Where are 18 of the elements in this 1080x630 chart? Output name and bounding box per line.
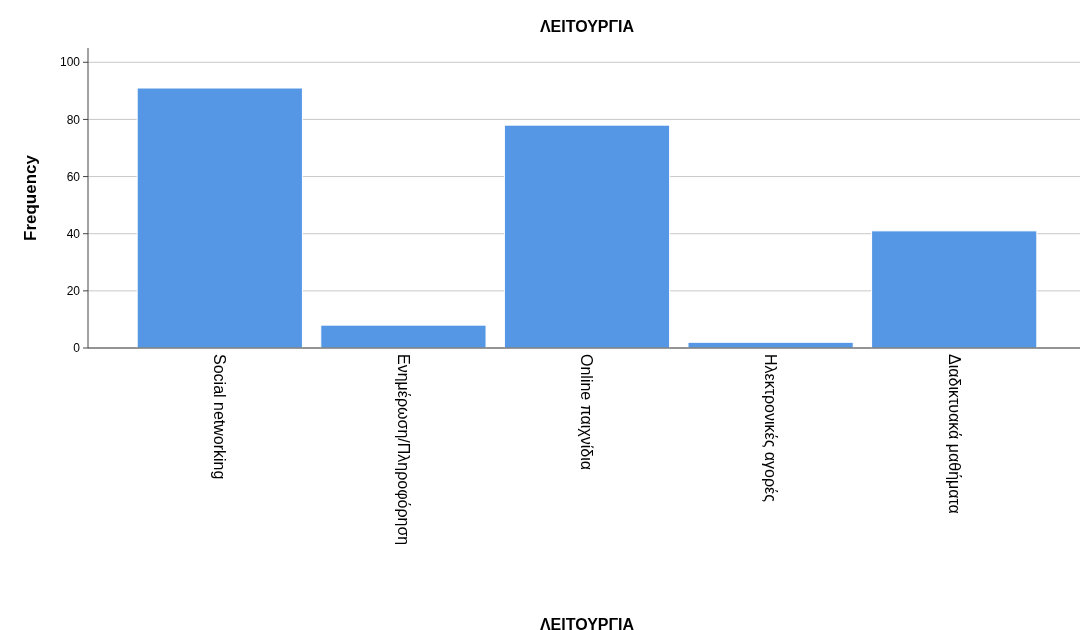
x-tick-label: Ηλεκτρονικές αγορές [762,354,779,503]
bar [503,124,671,349]
y-tick-label: 100 [59,55,81,70]
x-tick-label: Ενημέρωση/Πληροφόρηση [394,354,412,546]
bar [871,230,1038,349]
x-tick-label: Online παιχνίδια [578,354,596,470]
y-tick-label: 20 [66,284,81,299]
y-tick-label: 0 [73,341,81,356]
x-tick-label: Διαδικτυακά μαθήματα [945,354,963,514]
y-tick-label: 80 [66,112,81,127]
y-axis-title: Frequency [21,154,40,241]
bar [320,324,487,349]
bar [136,87,303,349]
x-tick-label: Social networking [211,354,229,480]
x-axis-title: ΛΕΙΤΟΥΡΓΙΑ [539,616,635,630]
chart-title: ΛΕΙΤΟΥΡΓΙΑ [539,18,635,35]
y-tick-label: 60 [66,169,81,184]
y-tick-label: 40 [66,226,81,241]
